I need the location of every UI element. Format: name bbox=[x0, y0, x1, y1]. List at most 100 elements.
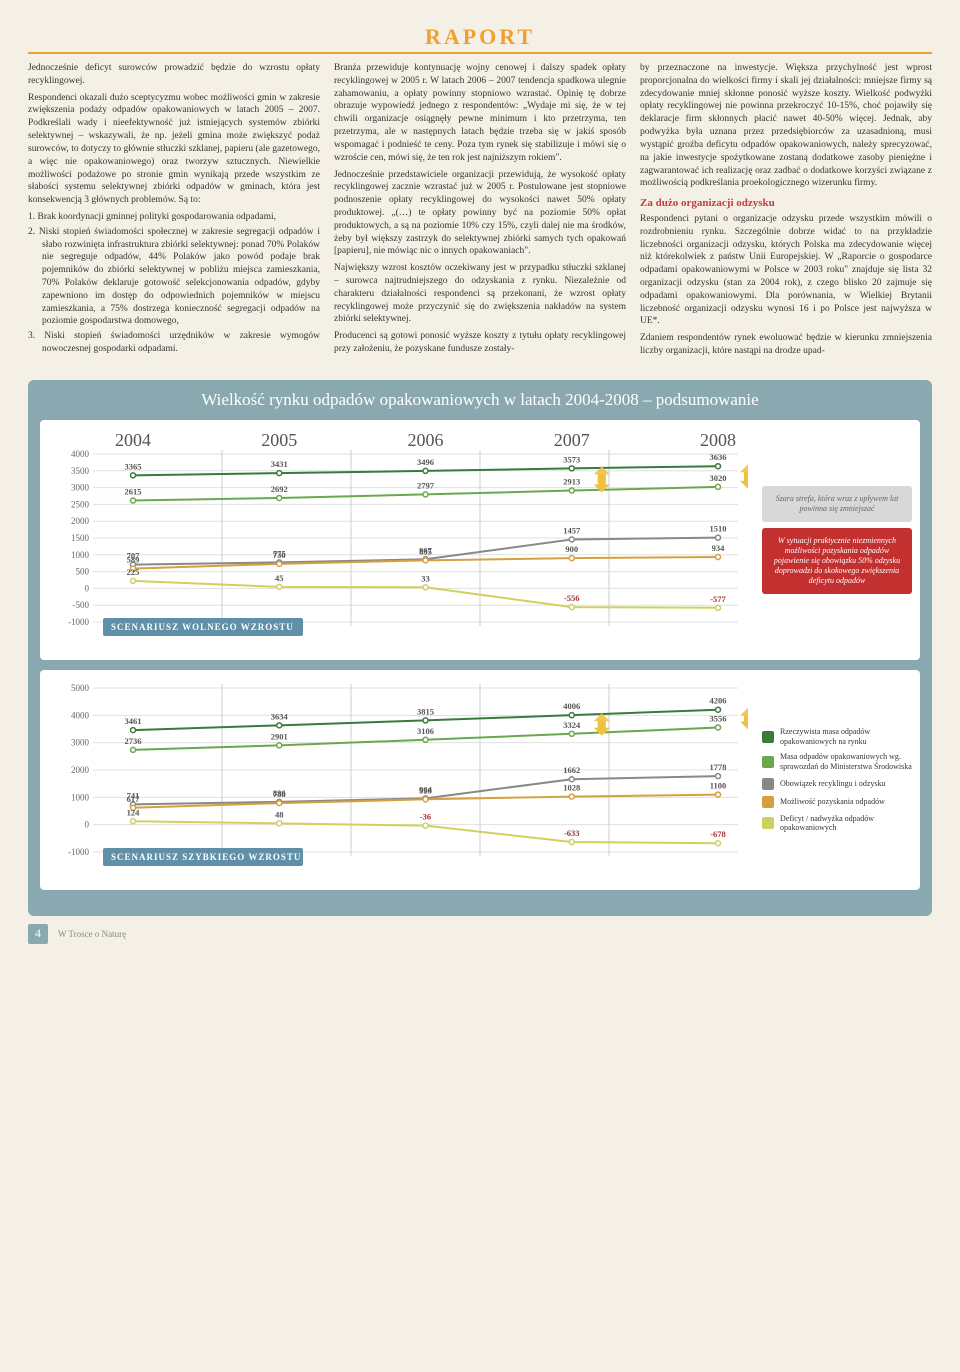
legend-note-red: W sytuacji praktycznie niezmiennych możl… bbox=[762, 528, 912, 594]
svg-text:2500: 2500 bbox=[71, 499, 90, 509]
svg-text:2007: 2007 bbox=[554, 430, 590, 450]
svg-text:3106: 3106 bbox=[417, 726, 434, 736]
svg-text:3000: 3000 bbox=[71, 738, 90, 748]
svg-text:2736: 2736 bbox=[125, 736, 142, 746]
svg-text:-577: -577 bbox=[710, 594, 726, 604]
svg-text:1000: 1000 bbox=[71, 550, 90, 560]
legend-item: Obowiązek recyklingu i odzysku bbox=[762, 778, 912, 790]
svg-text:934: 934 bbox=[712, 543, 726, 553]
legend-label: Masa odpadów opakowaniowych wg. sprawozd… bbox=[780, 752, 912, 771]
svg-text:SCENARIUSZ SZYBKIEGO WZROSTU: SCENARIUSZ SZYBKIEGO WZROSTU bbox=[111, 852, 301, 862]
paragraph: Respondenci okazali dużo sceptycyzmu wob… bbox=[28, 92, 320, 207]
subheading: Za dużo organizacji odzysku bbox=[640, 196, 932, 211]
svg-text:2797: 2797 bbox=[417, 480, 435, 490]
svg-text:3496: 3496 bbox=[417, 457, 434, 467]
legend-swatch bbox=[762, 778, 774, 790]
svg-text:788: 788 bbox=[273, 789, 286, 799]
svg-text:225: 225 bbox=[127, 567, 140, 577]
svg-text:3324: 3324 bbox=[563, 720, 581, 730]
legend-note-gray: Szara strefa, która wraz z upływem lat p… bbox=[762, 486, 912, 522]
paragraph: Producenci są gotowi ponosić wyższe kosz… bbox=[334, 330, 626, 356]
svg-text:1000: 1000 bbox=[71, 792, 90, 802]
svg-text:3573: 3573 bbox=[563, 454, 580, 464]
svg-text:5000: 5000 bbox=[71, 683, 90, 693]
svg-text:2901: 2901 bbox=[271, 731, 288, 741]
legend-label: Rzeczywista masa odpadów opakowaniowych … bbox=[780, 727, 912, 746]
page-number: 4 bbox=[28, 924, 48, 944]
svg-text:1510: 1510 bbox=[710, 524, 727, 534]
svg-text:4000: 4000 bbox=[71, 449, 90, 459]
chart-1-wrap: -1000-5000500100015002000250030003500400… bbox=[40, 420, 920, 660]
svg-text:2006: 2006 bbox=[408, 430, 444, 450]
svg-text:3634: 3634 bbox=[271, 711, 289, 721]
svg-text:1100: 1100 bbox=[710, 781, 727, 791]
svg-text:1028: 1028 bbox=[563, 782, 580, 792]
chart-2-wrap: -100001000200030004000500034613634381540… bbox=[40, 670, 920, 890]
column-2: Branża przewiduje kontynuację wojny ceno… bbox=[334, 62, 626, 362]
svg-text:2615: 2615 bbox=[125, 486, 142, 496]
svg-text:4206: 4206 bbox=[710, 696, 727, 706]
svg-text:SCENARIUSZ WOLNEGO WZROSTU: SCENARIUSZ WOLNEGO WZROSTU bbox=[111, 622, 294, 632]
svg-text:3815: 3815 bbox=[417, 706, 434, 716]
svg-text:4000: 4000 bbox=[71, 710, 90, 720]
legend-swatch bbox=[762, 817, 774, 829]
chart-panel-title: Wielkość rynku odpadów opakowaniowych w … bbox=[40, 390, 920, 410]
svg-text:3461: 3461 bbox=[125, 716, 142, 726]
svg-text:48: 48 bbox=[275, 809, 284, 819]
paragraph: Największy wzrost kosztów oczekiwany jes… bbox=[334, 262, 626, 326]
svg-text:928: 928 bbox=[419, 785, 432, 795]
paragraph: Jednocześnie deficyt surowców prowadzić … bbox=[28, 62, 320, 88]
svg-text:500: 500 bbox=[76, 567, 90, 577]
paragraph: Branża przewiduje kontynuację wojny ceno… bbox=[334, 62, 626, 165]
svg-text:3431: 3431 bbox=[271, 459, 288, 469]
column-1: Jednocześnie deficyt surowców prowadzić … bbox=[28, 62, 320, 362]
svg-text:33: 33 bbox=[421, 573, 430, 583]
chart-1-legend: Szara strefa, która wraz z upływem lat p… bbox=[762, 430, 912, 650]
svg-text:-678: -678 bbox=[710, 829, 726, 839]
legend-swatch bbox=[762, 756, 774, 768]
svg-text:3556: 3556 bbox=[710, 713, 727, 723]
svg-text:2004: 2004 bbox=[115, 430, 151, 450]
legend-label: Możliwość pozyskania odpadów bbox=[780, 797, 885, 807]
paragraph: by przeznaczone na inwestycje. Większa p… bbox=[640, 62, 932, 190]
svg-text:-633: -633 bbox=[564, 828, 580, 838]
svg-text:617: 617 bbox=[127, 794, 141, 804]
svg-text:-1000: -1000 bbox=[68, 617, 89, 627]
list-item: 1. Brak koordynacji gminnej polityki gos… bbox=[28, 211, 320, 224]
svg-text:3636: 3636 bbox=[710, 452, 727, 462]
footer-text: W Trosce o Naturę bbox=[58, 929, 126, 939]
svg-text:-500: -500 bbox=[73, 600, 90, 610]
list-item: 3. Niski stopień świadomości urzędników … bbox=[28, 330, 320, 356]
chart-1: -1000-5000500100015002000250030003500400… bbox=[48, 430, 754, 650]
chart-panel: Wielkość rynku odpadów opakowaniowych w … bbox=[28, 380, 932, 916]
svg-text:589: 589 bbox=[127, 555, 140, 565]
legend-item: Możliwość pozyskania odpadów bbox=[762, 796, 912, 808]
svg-text:1778: 1778 bbox=[710, 762, 727, 772]
svg-text:3365: 3365 bbox=[125, 461, 142, 471]
svg-text:900: 900 bbox=[565, 544, 578, 554]
svg-text:2000: 2000 bbox=[71, 516, 90, 526]
column-3: by przeznaczone na inwestycje. Większa p… bbox=[640, 62, 932, 362]
legend-item: Masa odpadów opakowaniowych wg. sprawozd… bbox=[762, 752, 912, 771]
svg-text:3500: 3500 bbox=[71, 466, 90, 476]
svg-text:0: 0 bbox=[85, 583, 90, 593]
svg-text:3000: 3000 bbox=[71, 483, 90, 493]
svg-text:2005: 2005 bbox=[261, 430, 297, 450]
svg-text:45: 45 bbox=[275, 573, 284, 583]
text-columns: Jednocześnie deficyt surowców prowadzić … bbox=[28, 62, 932, 362]
legend-label: Obowiązek recyklingu i odzysku bbox=[780, 779, 886, 789]
header-tag: RAPORT bbox=[28, 24, 932, 54]
svg-text:2008: 2008 bbox=[700, 430, 736, 450]
chart-2-legend: Rzeczywista masa odpadów opakowaniowych … bbox=[762, 680, 912, 880]
svg-text:4006: 4006 bbox=[563, 701, 580, 711]
legend-item: Rzeczywista masa odpadów opakowaniowych … bbox=[762, 727, 912, 746]
svg-text:2000: 2000 bbox=[71, 765, 90, 775]
svg-text:2913: 2913 bbox=[563, 476, 580, 486]
list-item: 2. Niski stopień świadomości społecznej … bbox=[28, 226, 320, 329]
paragraph: Zdaniem respondentów rynek ewoluować będ… bbox=[640, 332, 932, 358]
svg-text:-556: -556 bbox=[564, 593, 580, 603]
svg-text:730: 730 bbox=[273, 550, 286, 560]
legend-label: Deficyt / nadwyżka odpadów opakowaniowyc… bbox=[780, 814, 912, 833]
page-footer: 4 W Trosce o Naturę bbox=[28, 924, 932, 944]
legend-swatch bbox=[762, 796, 774, 808]
